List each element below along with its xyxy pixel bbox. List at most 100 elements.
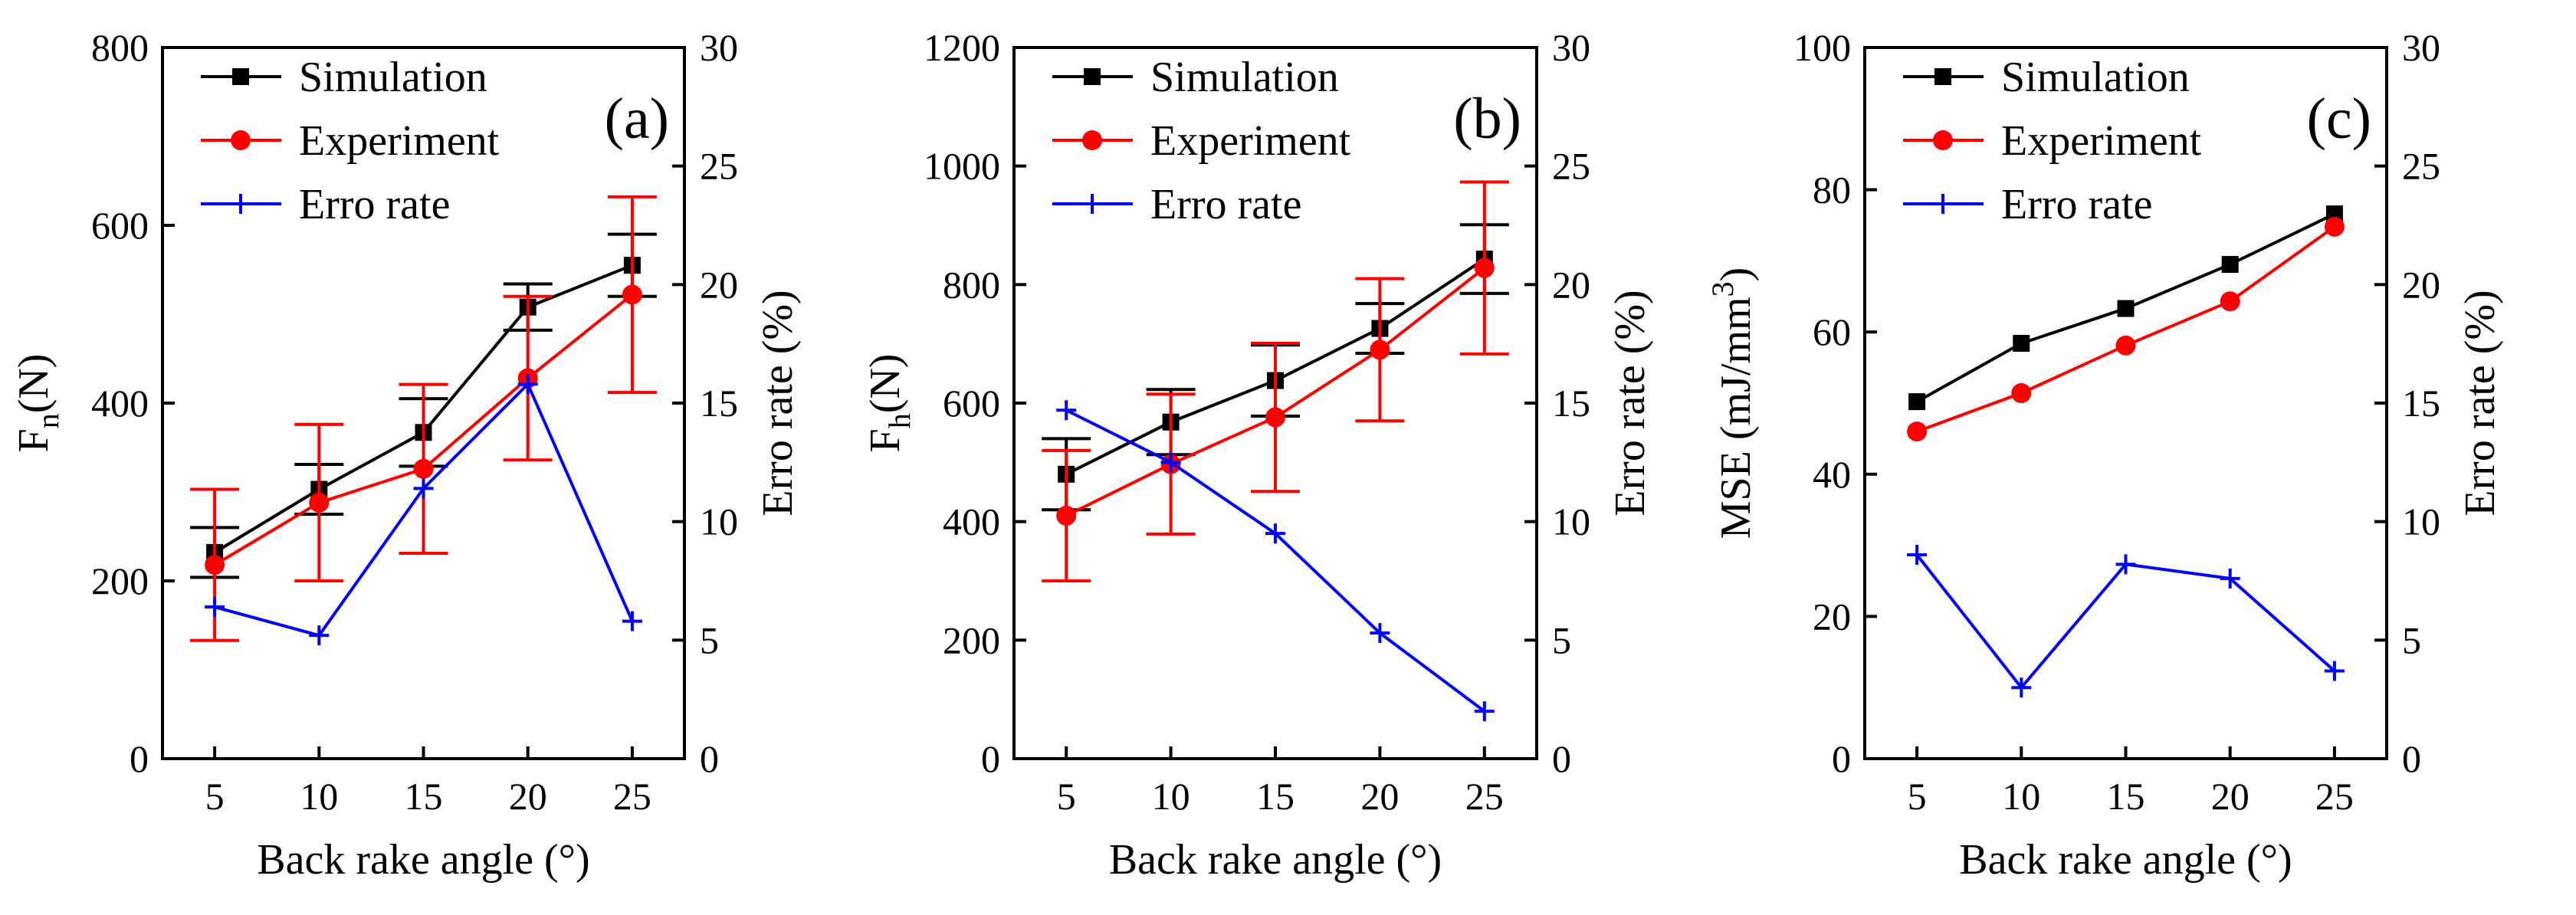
y-tick-label: 800	[91, 26, 149, 69]
y-tick-label: 1200	[924, 26, 1000, 69]
y2-tick-label: 10	[2402, 500, 2440, 543]
legend-item-simulation: Simulation	[201, 54, 487, 101]
legend: Simulation Experiment Erro rate	[1052, 54, 1351, 228]
y-tick-label: 200	[91, 559, 149, 602]
y2-tick-label: 20	[2402, 263, 2440, 306]
panel-a: 5 10 15 20 25 0 200 400 600 800 0 5 10 15 20 25 30 Back r…	[10, 26, 802, 884]
legend-label: Erro rate	[299, 181, 450, 228]
y-tick-label: 60	[1813, 310, 1851, 353]
y2-tick-label: 10	[1552, 500, 1590, 543]
series-erro-rate	[1907, 544, 2345, 698]
data-point-experiment	[205, 555, 225, 576]
legend-label: Simulation	[1150, 54, 1339, 101]
x-axis-title: Back rake angle (°)	[257, 836, 589, 884]
y-axis-title-subscript: h	[882, 413, 917, 428]
data-point-erro-rate	[1265, 523, 1285, 544]
legend-marker-erro-rate	[1933, 194, 1953, 214]
data-point-simulation	[2117, 300, 2135, 317]
data-point-simulation	[2221, 256, 2239, 274]
series-line-experiment	[1916, 225, 2336, 433]
data-point-erro-rate	[1474, 701, 1495, 722]
legend-marker-experiment	[1933, 130, 1953, 150]
x-tick-label: 5	[1057, 775, 1076, 818]
y2-tick-label: 20	[700, 263, 738, 306]
y2-tick-label: 25	[700, 145, 738, 188]
y-axis-title-main: F	[861, 428, 909, 452]
data-point-experiment	[1907, 421, 1928, 442]
y2-tick-label: 0	[2402, 737, 2421, 780]
y-tick-label: 400	[943, 500, 1000, 543]
data-point-simulation	[2013, 335, 2030, 353]
series-erro-rate	[205, 374, 642, 646]
data-point-erro-rate	[1056, 400, 1077, 421]
legend-marker-simulation	[232, 68, 249, 85]
x-axis-title: Back rake angle (°)	[1109, 836, 1442, 884]
series-line-erro-rate	[1915, 553, 2336, 690]
y2-axis-title: Erro rate (%)	[754, 290, 802, 516]
y-axis-title-tail: )	[1712, 267, 1760, 282]
data-point-experiment	[2011, 383, 2032, 404]
y-tick-label: 800	[943, 263, 1000, 306]
legend-marker-simulation	[1934, 68, 1951, 85]
y2-tick-label: 0	[700, 737, 719, 780]
x-tick-label: 15	[1256, 775, 1295, 818]
data-point-erro-rate	[517, 374, 538, 395]
y2-tick-label: 5	[700, 618, 719, 661]
data-point-experiment	[1265, 407, 1285, 428]
data-point-experiment	[622, 284, 642, 305]
y-axis-title-main: F	[10, 428, 57, 452]
y-tick-label: 600	[943, 382, 1000, 425]
legend-item-experiment: Experiment	[201, 117, 500, 165]
series-experiment	[1907, 216, 2345, 442]
x-tick-label: 10	[2002, 775, 2040, 818]
y-tick-label: 0	[981, 737, 1000, 780]
y2-tick-label: 0	[1552, 737, 1571, 780]
y-axis-title-superscript: 3	[1705, 281, 1740, 297]
legend-item-simulation: Simulation	[1903, 54, 2190, 101]
legend-label: Simulation	[299, 54, 487, 101]
x-tick-label: 20	[2211, 775, 2249, 818]
y2-tick-label: 15	[700, 382, 738, 425]
y-tick-label: 80	[1813, 169, 1851, 212]
y-tick-label: 20	[1813, 595, 1851, 638]
data-point-erro-rate	[1160, 452, 1181, 473]
y2-tick-label: 10	[700, 500, 738, 543]
data-point-erro-rate	[622, 611, 642, 631]
data-point-erro-rate	[1370, 623, 1390, 644]
series-experiment	[1042, 180, 1509, 582]
legend-label: Simulation	[2001, 54, 2190, 101]
data-point-experiment	[1056, 505, 1077, 526]
data-point-experiment	[1370, 339, 1390, 360]
data-point-erro-rate	[413, 478, 434, 499]
series-experiment	[190, 195, 657, 642]
y2-tick-label: 30	[2402, 26, 2440, 69]
data-point-experiment	[309, 492, 330, 513]
y2-tick-label: 30	[700, 26, 738, 69]
y-axis-title-main: MSE (mJ/mm	[1712, 297, 1760, 539]
legend-marker-experiment	[231, 130, 251, 150]
y-axis-title: Fh(N)	[861, 354, 917, 453]
y2-axis-title: Erro rate (%)	[1606, 290, 1654, 516]
y-tick-label: 200	[943, 618, 1000, 661]
data-point-erro-rate	[2115, 554, 2136, 575]
y-tick-label: 100	[1793, 26, 1851, 69]
y2-tick-label: 20	[1552, 263, 1590, 306]
legend-marker-erro-rate	[1082, 194, 1102, 214]
data-point-erro-rate	[2324, 661, 2345, 681]
y2-tick-label: 25	[2402, 145, 2440, 188]
y2-tick-label: 15	[1552, 382, 1590, 425]
x-tick-label: 25	[2315, 775, 2354, 818]
series-simulation	[1908, 205, 2343, 411]
x-tick-label: 15	[2107, 775, 2145, 818]
y-axis-title-unit: (N)	[10, 354, 57, 414]
x-tick-label: 25	[613, 775, 651, 818]
legend-label: Experiment	[1150, 117, 1351, 165]
legend-label: Erro rate	[1150, 181, 1301, 228]
y2-axis-title: Erro rate (%)	[2456, 290, 2504, 516]
y-tick-label: 1000	[924, 145, 1000, 188]
legend-marker-erro-rate	[231, 194, 251, 214]
y-tick-label: 40	[1813, 453, 1851, 496]
x-tick-label: 20	[1360, 775, 1399, 818]
data-point-erro-rate	[1907, 544, 1928, 565]
